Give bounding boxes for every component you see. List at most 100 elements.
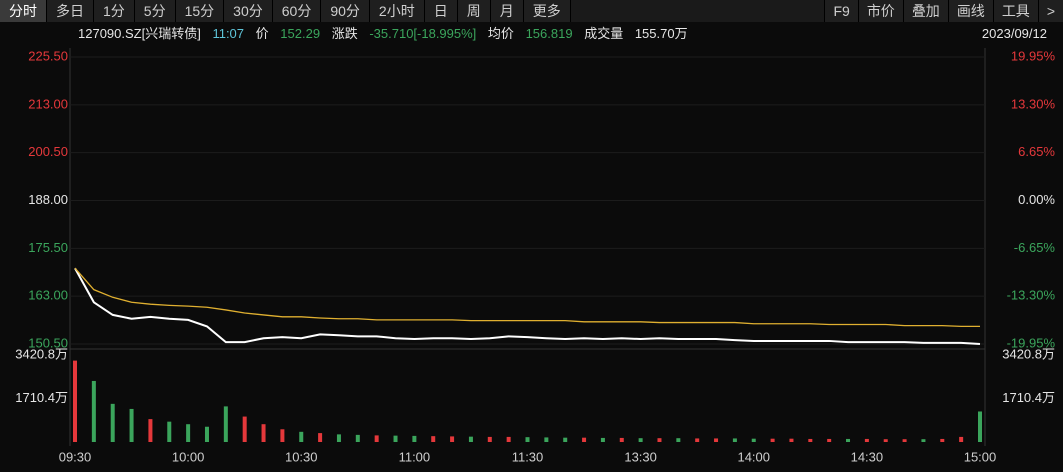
volume: 155.70万 <box>634 26 688 41</box>
volume-bar <box>412 435 417 442</box>
x-tick-label: 09:30 <box>59 449 92 464</box>
price-line <box>74 267 981 345</box>
volume-bar <box>883 439 888 442</box>
volume-bar <box>487 436 492 442</box>
y2-tick-label: -6.65% <box>1014 240 1056 255</box>
volume-tick-label: 3420.8万 <box>1002 346 1055 361</box>
volume-bar <box>676 438 681 442</box>
tab[interactable]: 画线 <box>947 0 993 22</box>
tab[interactable]: 月 <box>490 0 524 22</box>
volume-bar <box>657 438 662 442</box>
volume-bar <box>450 436 455 442</box>
volume-bar <box>563 437 568 442</box>
y-tick-label: 200.50 <box>28 144 68 159</box>
tab[interactable]: 叠加 <box>902 0 948 22</box>
volume-bar <box>204 426 209 442</box>
change: -35.710[-18.995%] <box>369 26 477 41</box>
price: 152.29 <box>280 26 321 41</box>
volume-bar <box>921 439 926 442</box>
volume-bar <box>978 411 982 442</box>
volume-bar <box>73 360 77 442</box>
volume-bar <box>959 436 964 442</box>
x-tick-label: 15:00 <box>964 449 997 464</box>
tab[interactable]: 更多 <box>523 0 571 22</box>
tab[interactable]: 60分 <box>272 0 322 22</box>
volume-bar <box>318 433 323 442</box>
tab[interactable]: 1分 <box>94 0 135 22</box>
volume-bar <box>468 436 473 442</box>
tab[interactable]: 周 <box>457 0 491 22</box>
x-tick-label: 14:00 <box>737 449 770 464</box>
y-tick-label: 225.50 <box>28 48 68 63</box>
volume-bar <box>242 416 247 442</box>
x-tick-label: 10:00 <box>172 449 205 464</box>
code: 127090.SZ[兴瑞转债] <box>78 26 201 41</box>
tab[interactable]: 多日 <box>47 0 94 22</box>
volume-bar <box>525 437 530 442</box>
tab[interactable]: 工具 <box>992 0 1038 22</box>
tab[interactable]: 15分 <box>175 0 225 22</box>
volume-bar <box>582 437 587 442</box>
y-tick-label: 150.50 <box>28 335 68 350</box>
volume-bar <box>148 419 153 442</box>
toolbar: 分时 多日 1分 5分 15分 30分 60分 90分 2小时日周月更多 F9 市价 叠加 画线 工具 > <box>0 0 1063 22</box>
tab[interactable]: 市价 <box>857 0 903 22</box>
tool-buttons: F9 市价 叠加 画线 工具 > <box>824 0 1063 22</box>
volume-bar <box>544 437 549 442</box>
volume-bar <box>336 434 341 442</box>
volume-tick-label: 1710.4万 <box>15 390 68 405</box>
y2-tick-label: 6.65% <box>1018 144 1055 159</box>
volume-bar <box>261 424 266 442</box>
tab[interactable]: 5分 <box>134 0 176 22</box>
x-tick-label: 14:30 <box>851 449 884 464</box>
y-tick-label: 163.00 <box>28 288 68 303</box>
volume-bar <box>638 438 643 442</box>
volume-bar <box>167 421 172 442</box>
period-tabs: 分时 多日 1分 5分 15分 30分 60分 90分 2小时日周月更多 <box>0 0 571 22</box>
x-tick-label: 11:00 <box>399 449 431 464</box>
volume-bar <box>714 438 719 442</box>
label: 涨跌 <box>331 26 358 41</box>
volume-bar <box>393 435 398 442</box>
tab[interactable]: 30分 <box>224 0 273 22</box>
volume-tick-label: 3420.8万 <box>15 346 68 361</box>
volume-bar <box>789 438 794 442</box>
y-tick-label: 213.00 <box>28 96 68 111</box>
volume-bar <box>732 438 737 442</box>
quote-line: 127090.SZ[兴瑞转债] 11:07 价 152.29 涨跌 -35.71… <box>0 24 1055 44</box>
y2-tick-label: 13.30% <box>1011 96 1056 111</box>
tab[interactable]: F9 <box>824 0 858 22</box>
y2-tick-label: -13.30% <box>1007 288 1056 303</box>
tab[interactable]: 分时 <box>0 0 47 22</box>
y2-tick-label: 0.00% <box>1018 192 1055 207</box>
tab[interactable]: 日 <box>424 0 458 22</box>
volume-bar <box>808 438 813 442</box>
time: 11:07 <box>212 26 245 41</box>
avg-price: 156.819 <box>525 26 573 41</box>
volume-bar <box>129 408 134 442</box>
volume-bar <box>770 438 775 442</box>
volume-bar <box>940 438 945 442</box>
volume-bar <box>695 438 700 442</box>
tab[interactable]: > <box>1037 0 1063 22</box>
tab[interactable]: 2小时 <box>369 0 425 22</box>
price-line <box>74 267 980 328</box>
volume-bar <box>506 436 511 442</box>
volume-bar <box>186 424 191 442</box>
x-tick-label: 11:30 <box>512 449 544 464</box>
y2-tick-label: 19.95% <box>1011 48 1056 63</box>
volume-bar <box>223 406 228 442</box>
label: 均价 <box>487 26 514 41</box>
y-tick-label: 188.00 <box>28 192 68 207</box>
volume-bar <box>827 438 832 442</box>
volume-bar <box>110 403 115 442</box>
volume-bar <box>431 436 436 442</box>
volume-bar <box>91 380 96 442</box>
x-tick-label: 10:30 <box>285 449 318 464</box>
date: 2023/09/12 <box>981 26 1047 41</box>
volume-bar <box>619 437 624 442</box>
volume-tick-label: 1710.4万 <box>1002 390 1055 405</box>
tab[interactable]: 90分 <box>321 0 370 22</box>
